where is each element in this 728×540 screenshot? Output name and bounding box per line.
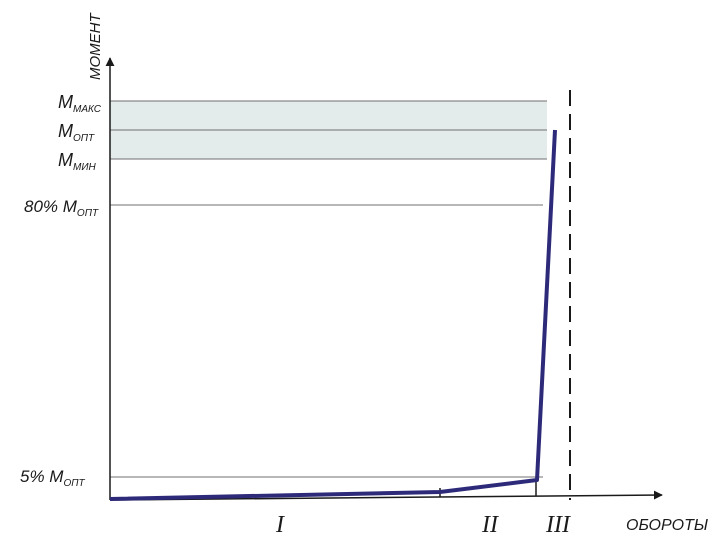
zone-label-2: II [481, 512, 499, 538]
x-axis-label: ОБОРОТЫ [626, 517, 708, 534]
y-axis-label: МОМЕНТ [87, 12, 104, 80]
pct80-label: 80% MОПТ [24, 197, 99, 219]
zone-label-1: I [275, 512, 285, 538]
m-opt-label: MОПТ [58, 121, 95, 144]
m-min-label: MМИН [58, 150, 96, 173]
pct5-label: 5% MОПТ [20, 467, 85, 489]
x-axis [109, 490, 663, 501]
zone-label-3: III [545, 512, 571, 538]
m-max-label: MМАКС [58, 92, 102, 115]
torque-curve [109, 129, 557, 501]
